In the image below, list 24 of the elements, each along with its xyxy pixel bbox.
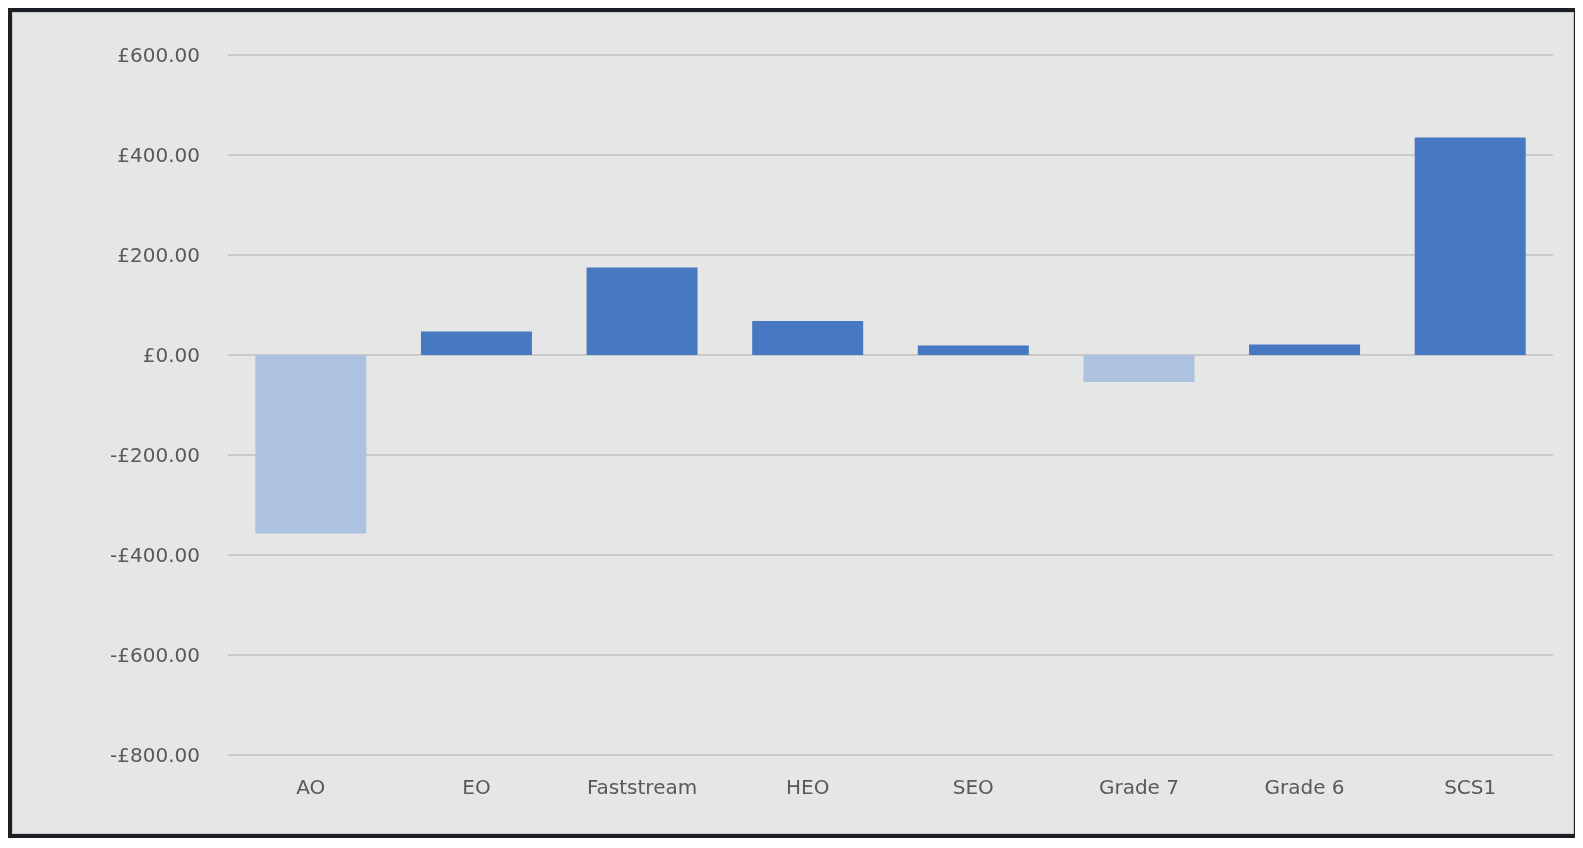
x-tick-label: Grade 7 xyxy=(1098,775,1179,799)
bar xyxy=(420,331,532,355)
y-tick-label: £600.00 xyxy=(117,43,200,67)
y-tick-label: £0.00 xyxy=(142,343,200,367)
y-tick-label: -£400.00 xyxy=(110,543,200,567)
y-tick-label: £200.00 xyxy=(117,243,200,267)
bar xyxy=(1083,355,1195,382)
x-tick-label: Faststream xyxy=(586,775,698,799)
y-tick-label: -£200.00 xyxy=(110,443,200,467)
x-tick-label: EO xyxy=(462,775,491,799)
x-tick-label: AO xyxy=(296,775,326,799)
y-tick-label: £400.00 xyxy=(117,143,200,167)
x-tick-label: SCS1 xyxy=(1444,775,1497,799)
x-tick-label: SEO xyxy=(952,775,994,799)
bar xyxy=(1414,137,1526,355)
x-tick-label: HEO xyxy=(785,775,830,799)
y-tick-label: -£600.00 xyxy=(110,643,200,667)
bar xyxy=(1249,344,1361,355)
y-tick-label: -£800.00 xyxy=(110,743,200,767)
x-tick-label: Grade 6 xyxy=(1264,775,1345,799)
bar xyxy=(255,355,367,534)
bar xyxy=(752,321,864,355)
bar xyxy=(586,267,698,355)
bar xyxy=(917,345,1029,355)
